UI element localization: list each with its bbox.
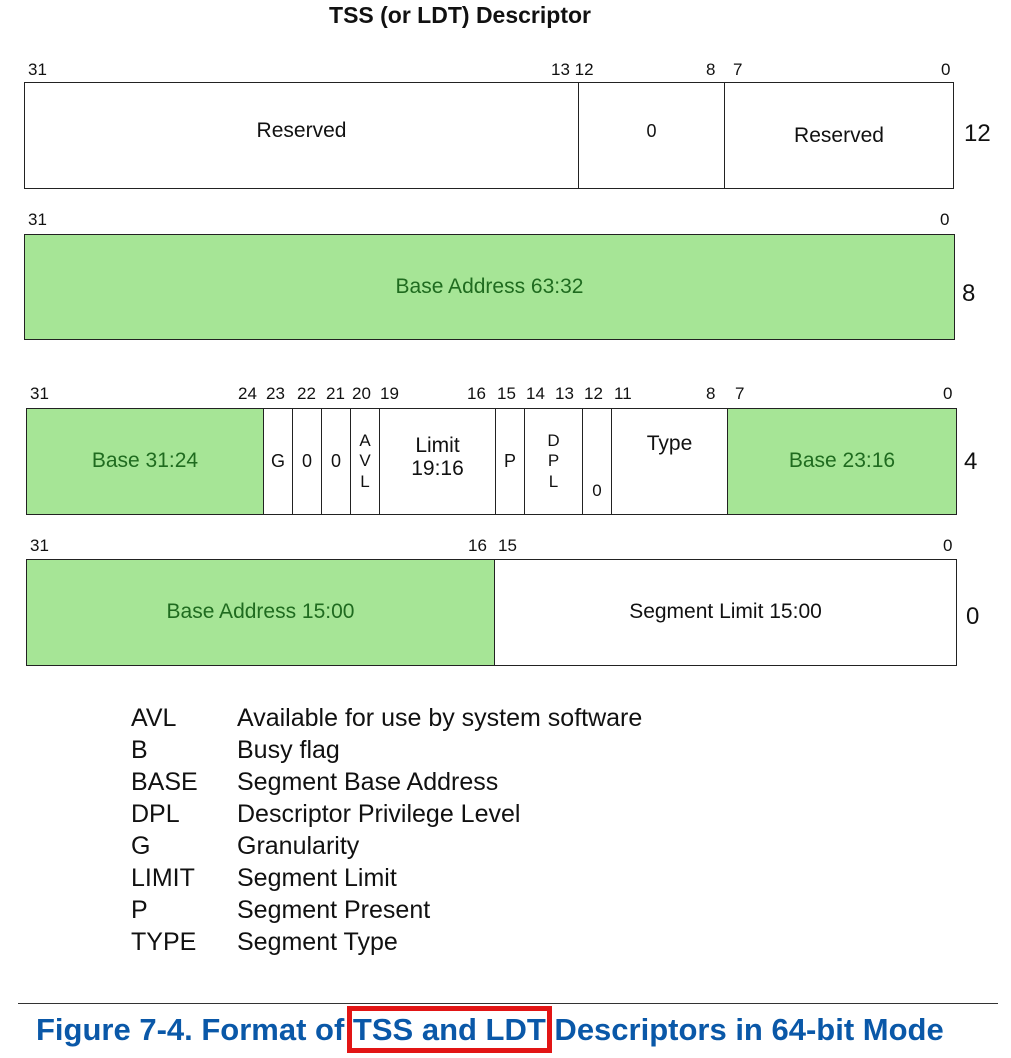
- highlighted-term: TSS and LDT: [346, 1006, 552, 1053]
- bit-label: 20: [352, 384, 371, 403]
- field-segment-limit-15-00: Segment Limit 15:00: [494, 560, 956, 665]
- bit-label: 31: [30, 536, 49, 555]
- descriptor-word-4: Base 31:24 G 0 0 A V L Limit 19:16 P D P…: [26, 408, 957, 515]
- field-zero: 0: [578, 83, 724, 188]
- field-reserved-high: Reserved: [256, 119, 347, 143]
- field-limit-19-16: Limit 19:16: [379, 409, 495, 514]
- bit-label: 14: [526, 384, 545, 403]
- legend: AVL Available for use by system software …: [131, 702, 642, 958]
- legend-item: BASE Segment Base Address: [131, 768, 499, 796]
- bit-label: 7: [733, 60, 743, 79]
- offset-label: 8: [962, 280, 976, 307]
- bit-label: 21: [326, 384, 345, 403]
- legend-item: AVL Available for use by system software: [131, 704, 643, 732]
- bit-label: 8: [706, 384, 716, 403]
- field-zero-22: 0: [292, 409, 321, 514]
- bit-label: 0: [940, 210, 950, 229]
- field-type: Type: [611, 409, 727, 514]
- bit-label: 15: [497, 384, 516, 403]
- figure-caption: Figure 7-4. Format of TSS and LDT Descri…: [36, 1006, 944, 1053]
- offset-label: 12: [964, 120, 991, 147]
- field-base-23-16: Base 23:16: [727, 409, 956, 514]
- bit-label: 16: [468, 536, 487, 555]
- bit-label: 12: [584, 384, 603, 403]
- bit-label: 31: [30, 384, 49, 403]
- offset-label: 4: [964, 448, 978, 475]
- field-g: G: [263, 409, 292, 514]
- bit-label: 13 12: [551, 60, 594, 79]
- field-base-15-00: Base Address 15:00: [27, 560, 494, 665]
- bit-label: 13: [555, 384, 574, 403]
- descriptor-word-12: Reserved 0 Reserved: [24, 82, 954, 189]
- bit-label: 15: [498, 536, 517, 555]
- bit-label: 31: [28, 60, 47, 79]
- bit-label: 0: [941, 60, 951, 79]
- field-zero-21: 0: [321, 409, 350, 514]
- legend-item: LIMIT Segment Limit: [131, 864, 397, 892]
- bit-label: 23: [266, 384, 285, 403]
- offset-label: 0: [966, 603, 980, 630]
- field-p: P: [495, 409, 524, 514]
- field-avl: A V L: [350, 409, 379, 514]
- bit-label: 0: [943, 536, 953, 555]
- caption-rule: [18, 1003, 998, 1004]
- bit-label: 16: [467, 384, 486, 403]
- legend-item: P Segment Present: [131, 896, 431, 924]
- descriptor-word-8: Base Address 63:32: [24, 234, 955, 340]
- field-dpl: D P L: [524, 409, 582, 514]
- bit-label: 31: [28, 210, 47, 229]
- bit-label: 22: [297, 384, 316, 403]
- bit-label: 24: [238, 384, 257, 403]
- bit-label: 8: [706, 60, 716, 79]
- field-reserved-low: Reserved: [724, 83, 953, 188]
- field-base-31-24: Base 31:24: [27, 409, 263, 514]
- bit-label: 7: [735, 384, 745, 403]
- bit-label: 19: [380, 384, 399, 403]
- bit-label: 11: [614, 384, 632, 403]
- descriptor-word-0: Base Address 15:00 Segment Limit 15:00: [26, 559, 957, 666]
- field-base-63-32: Base Address 63:32: [25, 235, 954, 339]
- bit-label: 0: [943, 384, 953, 403]
- legend-item: TYPE Segment Type: [131, 928, 398, 956]
- legend-item: G Granularity: [131, 832, 360, 860]
- field-zero-12: 0: [582, 409, 611, 514]
- diagram-title: TSS (or LDT) Descriptor: [329, 2, 591, 28]
- legend-item: B Busy flag: [131, 736, 340, 764]
- legend-item: DPL Descriptor Privilege Level: [131, 800, 521, 828]
